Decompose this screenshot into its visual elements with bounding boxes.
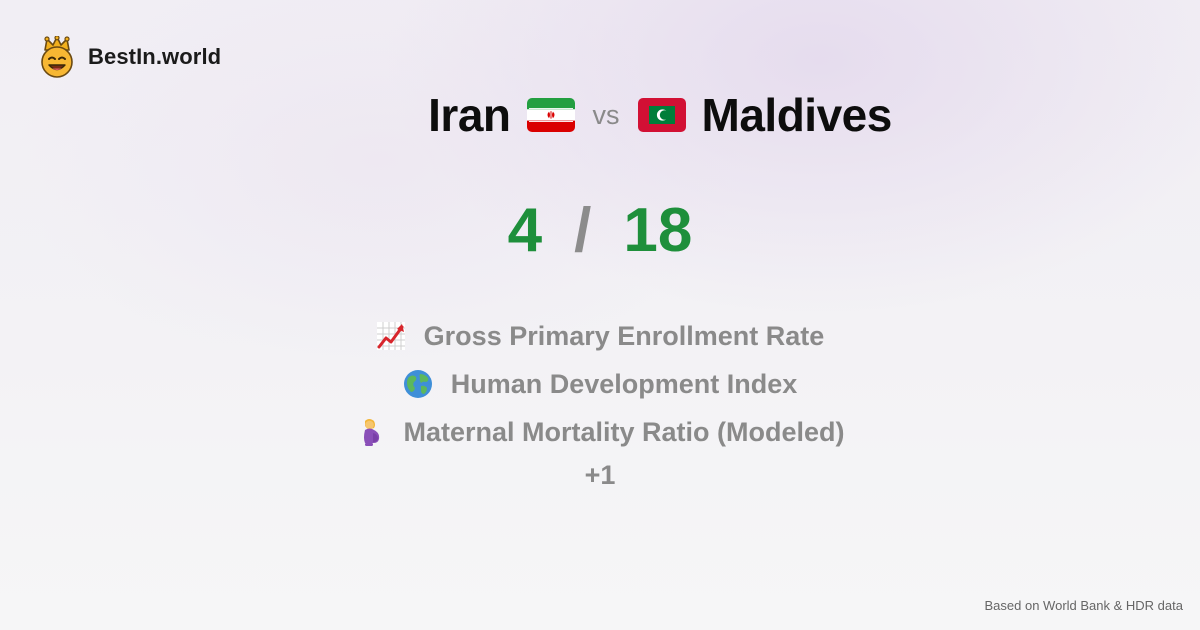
metric-label: Human Development Index bbox=[450, 368, 798, 399]
maldives-flag-icon bbox=[637, 98, 686, 132]
score-b: 18 bbox=[623, 196, 693, 265]
data-source-note: Based on World Bank & HDR data bbox=[984, 598, 1183, 613]
metric-label: Gross Primary Enrollment Rate bbox=[423, 320, 825, 351]
comparison-title: Iran vs Maldives bbox=[0, 88, 1200, 142]
score-display: 4 / 18 bbox=[0, 195, 1200, 266]
globe-icon bbox=[403, 370, 432, 398]
metric-item: Human Development Index bbox=[403, 360, 798, 408]
score-a: 4 bbox=[507, 196, 543, 265]
country-b-name: Maldives bbox=[701, 89, 893, 141]
metric-label: Maternal Mortality Ratio (Modeled) bbox=[403, 416, 845, 447]
more-metrics-count[interactable]: +1 bbox=[584, 460, 616, 490]
score-separator: / bbox=[574, 196, 592, 265]
chart-increasing-icon bbox=[376, 322, 405, 350]
iran-flag-icon bbox=[526, 98, 575, 132]
metric-item: Gross Primary Enrollment Rate bbox=[376, 312, 825, 360]
crowned-smiley-icon bbox=[41, 36, 73, 78]
vs-label: vs bbox=[592, 99, 620, 130]
pregnant-woman-icon bbox=[364, 419, 380, 446]
country-a-name: Iran bbox=[428, 89, 511, 141]
metric-item: Maternal Mortality Ratio (Modeled) bbox=[355, 408, 845, 456]
brand-name: BestIn.world bbox=[88, 44, 222, 69]
brand[interactable]: BestIn.world bbox=[38, 36, 221, 78]
metrics-list: Gross Primary Enrollment Rate Human Deve… bbox=[0, 312, 1200, 491]
